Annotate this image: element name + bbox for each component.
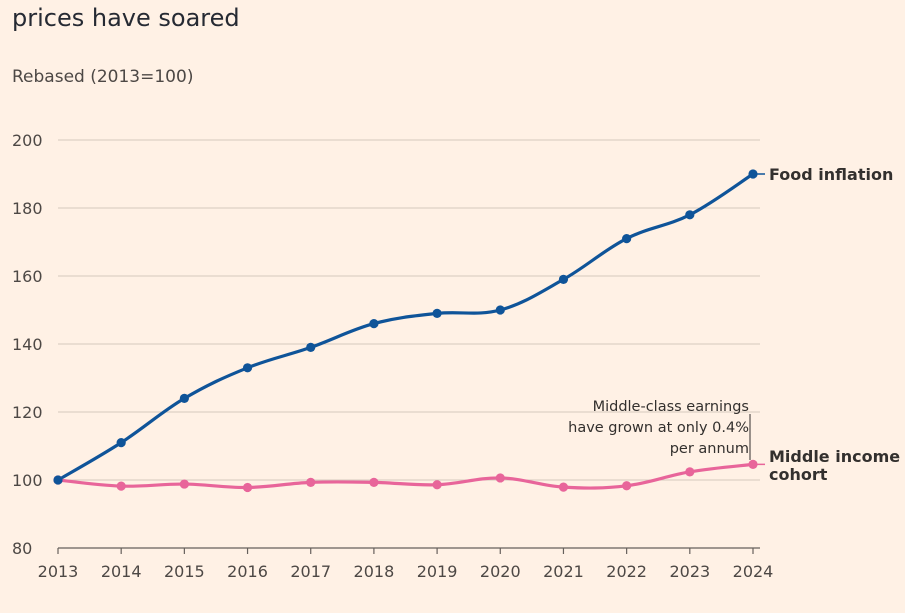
y-tick-label: 120 xyxy=(12,403,43,422)
middle-income-point xyxy=(179,479,189,489)
food-inflation-point xyxy=(306,342,316,352)
x-tick-label: 2019 xyxy=(417,562,458,581)
x-tick-label: 2023 xyxy=(669,562,710,581)
food-inflation-point xyxy=(495,305,505,315)
food-inflation-point xyxy=(116,438,126,448)
series-points xyxy=(53,169,758,493)
middle-income-point xyxy=(558,482,569,492)
y-tick-label: 180 xyxy=(12,199,43,218)
middle-income-point xyxy=(495,473,505,483)
food-inflation-line xyxy=(56,172,755,482)
food-inflation-point xyxy=(432,308,442,318)
middle-income-point xyxy=(116,481,126,491)
y-tick-label: 160 xyxy=(12,267,43,286)
x-axis: 2013 2014 2015 2016 2017 2018 2019 2020 2021 2022… xyxy=(38,547,774,581)
food-inflation-point xyxy=(179,393,189,403)
gridlines xyxy=(58,139,760,481)
chart-subtitle: Rebased (2013=100) xyxy=(12,67,194,87)
y-tick-label: 100 xyxy=(12,471,43,490)
middle-income-point xyxy=(685,467,695,477)
food-inflation-point xyxy=(53,475,63,485)
y-tick-label: 200 xyxy=(12,131,43,150)
middle-income-point xyxy=(242,482,253,493)
middle-income-line xyxy=(56,462,755,490)
food-inflation-point xyxy=(622,234,632,244)
chart-title: prices have soared xyxy=(12,4,240,32)
x-tick-label: 2024 xyxy=(733,562,774,581)
annotation-text: have grown at only 0.4% xyxy=(568,420,749,436)
middle-income-label: cohort xyxy=(769,465,828,484)
middle-income-point xyxy=(622,481,632,491)
y-axis: 80 100 120 140 160 180 200 xyxy=(12,131,43,558)
food-inflation-point xyxy=(242,363,253,373)
food-inflation-point xyxy=(369,319,379,329)
food-inflation-label: Food inflation xyxy=(769,165,893,184)
middle-income-point xyxy=(306,477,316,487)
x-tick-label: 2020 xyxy=(480,562,521,581)
x-tick-label: 2014 xyxy=(101,562,142,581)
x-tick-label: 2017 xyxy=(290,562,331,581)
series-lines xyxy=(56,172,755,490)
x-tick-label: 2013 xyxy=(38,562,79,581)
middle-income-point xyxy=(432,480,442,490)
middle-income-point xyxy=(369,477,379,487)
x-tick-label: 2016 xyxy=(227,562,268,581)
x-tick-label: 2021 xyxy=(543,562,584,581)
annotation-text: Middle-class earnings xyxy=(593,399,749,415)
y-tick-label: 80 xyxy=(12,539,32,558)
x-tick-label: 2015 xyxy=(164,562,205,581)
annotation: Middle-class earnings have grown at only … xyxy=(568,399,751,460)
x-tick-label: 2018 xyxy=(354,562,395,581)
x-tick-label: 2022 xyxy=(606,562,647,581)
annotation-text: per annum xyxy=(670,441,749,457)
middle-income-label: Middle income xyxy=(769,447,900,466)
y-tick-label: 140 xyxy=(12,335,43,354)
food-inflation-point xyxy=(685,210,695,220)
food-inflation-point xyxy=(558,274,569,284)
